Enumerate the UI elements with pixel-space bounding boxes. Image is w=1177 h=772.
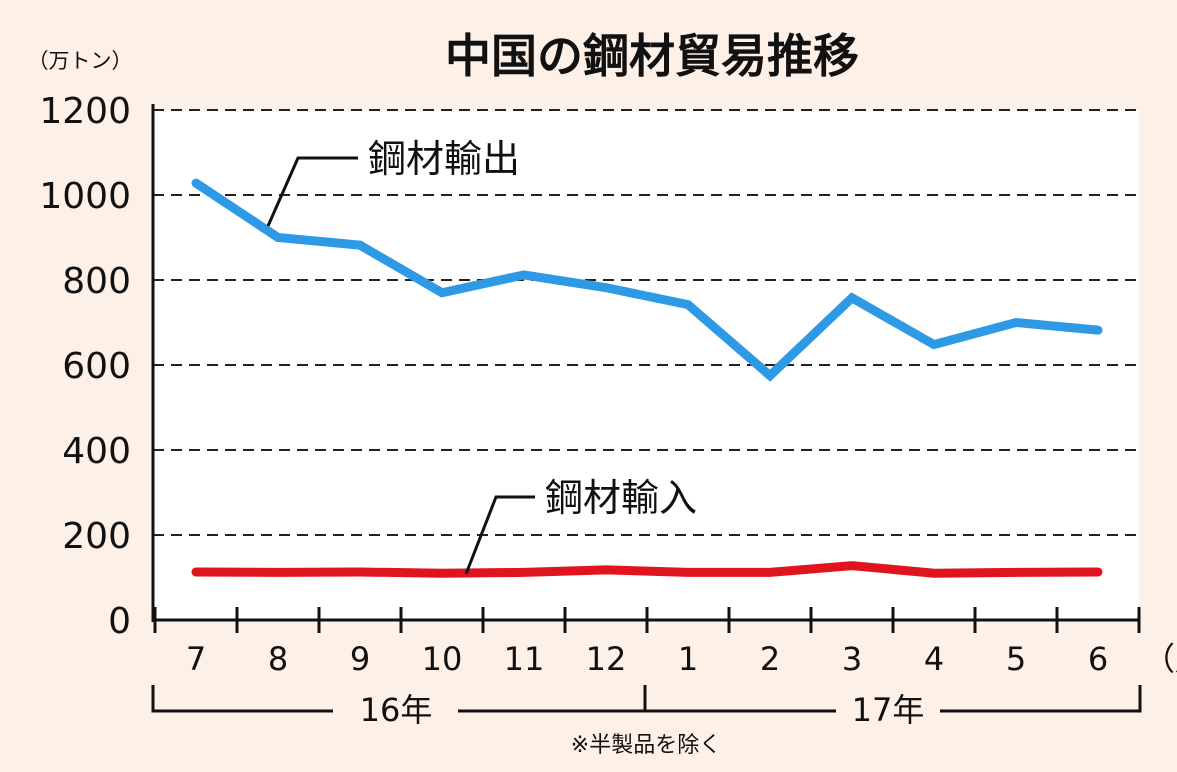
x-tick-label: 6 <box>1088 640 1108 678</box>
year-2016-bracket-left <box>151 685 333 713</box>
y-tick-label: 0 <box>108 601 131 642</box>
chart-title: 中国の鋼材貿易推移 <box>445 29 859 83</box>
import-series-line <box>191 561 1103 578</box>
y-tick-label: 200 <box>62 516 131 557</box>
x-tick-label: 11 <box>504 640 545 678</box>
import-series-label: 鋼材輸入 <box>545 476 697 520</box>
x-tick-label: 8 <box>268 640 288 678</box>
x-tick-label: 4 <box>924 640 944 678</box>
gridlines <box>153 109 1139 536</box>
export-series-line <box>191 178 1103 382</box>
year-2016-label: 16年 <box>360 691 433 729</box>
x-tick-label: 2 <box>760 640 780 678</box>
y-tick-label: 800 <box>62 261 131 302</box>
x-tick-label: 3 <box>842 640 862 678</box>
import-callout-line <box>464 495 535 575</box>
x-tick-label: 12 <box>586 640 627 678</box>
y-tick-label: 1000 <box>39 176 131 217</box>
x-tick-label: 7 <box>186 640 206 678</box>
year-2016-bracket-right <box>458 685 647 713</box>
export-series-label: 鋼材輸出 <box>368 137 520 181</box>
x-tick-label: 10 <box>422 640 463 678</box>
year-2017-bracket-right <box>940 685 1142 713</box>
x-tick-label: 1 <box>678 640 698 678</box>
series-lines <box>191 178 1103 578</box>
y-tick-label: 600 <box>62 346 131 387</box>
x-axis-ticks: 7 8 9 10 11 12 1 2 3 4 5 6 <box>153 607 1141 678</box>
export-callout-line <box>266 156 358 227</box>
y-tick-label: 400 <box>62 431 131 472</box>
footnote: ※半製品を除く <box>571 733 721 758</box>
x-tick-label: 9 <box>350 640 370 678</box>
y-unit-label: （万トン） <box>28 49 133 73</box>
x-tick-label: 5 <box>1006 640 1026 678</box>
y-tick-label: 1200 <box>39 91 131 132</box>
x-unit-label: （月） <box>1143 640 1177 678</box>
year-2017-label: 17年 <box>852 691 925 729</box>
y-axis-ticks: 1200 1000 800 600 400 200 0 <box>39 91 131 642</box>
